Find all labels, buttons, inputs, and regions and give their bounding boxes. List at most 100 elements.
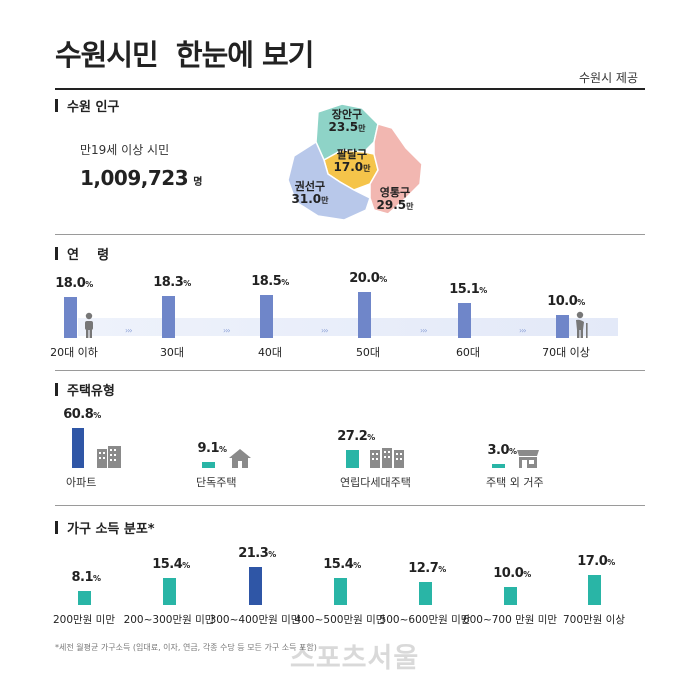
value-unit: % [438,565,446,575]
value-unit: % [367,433,375,443]
value-number: 9.1 [197,441,220,456]
income-category-label: 400~500만원 미만 [294,614,386,626]
housing-value-label: 27.2% [337,429,375,444]
villa-icon [370,448,404,472]
income-value-label: 10.0% [493,566,531,581]
section-title-age: 연 령 [55,244,109,263]
income-bar [504,587,517,605]
section-divider [55,234,645,235]
district-unit: 만 [358,124,366,133]
age-bar [556,315,569,338]
value-number: 27.2 [337,429,368,445]
value-number: 15.4 [152,556,183,572]
district-label: 장안구 23.5만 [329,108,366,135]
chevron-icon: ››› [223,326,231,335]
district-name: 영통구 [379,186,411,199]
section-title-housing: 주택유형 [55,380,115,399]
income-bar [78,590,91,605]
income-category-label: 200~300만원 미만 [123,614,215,626]
district-value: 29.5만 [377,198,414,212]
value-number: 12.7 [408,561,439,577]
age-bar [162,295,175,338]
income-value-label: 12.7% [408,561,446,576]
section-marker [55,521,58,534]
section-label: 수원 인구 [67,100,120,115]
chevron-icon: ››› [125,326,133,335]
district-number: 17.0 [333,160,364,174]
housing-category-label: 주택 외 거주 [486,476,544,489]
district-value: 23.5만 [329,120,366,134]
district-label: 팔달구 17.0만 [334,148,371,175]
value-unit: % [523,570,531,580]
value-unit: % [183,278,191,288]
district-number: 29.5 [376,198,407,212]
chevron-icon: ››› [321,326,329,335]
age-arrow-band [78,318,618,336]
housing-bar [72,428,84,468]
income-value-label: 21.3% [238,546,276,561]
section-label: 주택유형 [67,384,115,399]
value-unit: % [479,286,487,296]
district-label: 권선구 31.0만 [292,180,329,207]
district-name: 팔달구 [336,148,368,161]
value-unit: % [379,275,387,284]
value-unit: % [353,560,361,570]
section-marker [55,99,58,112]
value-unit: % [268,550,276,559]
chevron-icon: ››› [420,326,428,335]
age-category-label: 70대 이상 [542,346,590,359]
value-number: 21.3 [238,546,269,561]
income-category-label: 600~700 만원 미만 [462,614,558,626]
page-title: 수원시민 한눈에 보기 [55,38,314,72]
district-number: 31.0 [291,192,322,206]
value-number: 60.8 [63,407,94,422]
district-map [287,103,423,221]
district-label: 영통구 29.5만 [377,186,414,213]
value-number: 20.0 [349,271,380,286]
store-icon [516,448,540,472]
district-value: 17.0만 [334,160,371,174]
district-name: 권선구 [294,180,326,193]
income-bar [249,567,262,605]
value-number: 18.3 [153,274,184,290]
source-credit: 수원시 제공 [578,71,638,85]
district-value: 31.0만 [292,192,329,206]
age-bar [458,303,471,338]
age-category-label: 20대 이하 [50,346,98,359]
housing-value-label: 3.0% [487,443,517,458]
chevron-icon: ››› [519,326,527,335]
income-category-label: 500~600만원 미만 [379,614,471,626]
district-unit: 만 [321,196,329,205]
value-number: 8.1 [71,569,94,585]
section-title-income: 가구 소득 분포* [55,518,155,537]
value-number: 18.0 [55,275,86,291]
value-number: 18.5 [251,274,282,290]
district-number: 23.5 [328,120,359,134]
age-bar [64,296,77,338]
age-value-label: 18.0% [55,276,93,291]
value-number: 17.0 [577,553,608,569]
value-number: 3.0 [487,443,510,458]
housing-bar [202,462,215,468]
income-bar [419,582,432,605]
population-value: 1,009,723 [80,166,189,190]
value-number: 10.0 [547,294,578,309]
population-caption: 만19세 이상 시민 [80,143,170,157]
age-bar [358,292,371,338]
housing-bar [492,464,505,468]
apartment-icon [96,446,122,472]
population-unit: 명 [193,177,203,188]
elderly-person-icon [574,311,590,342]
age-category-label: 50대 [355,346,381,359]
value-unit: % [93,411,101,420]
income-bar [163,577,176,605]
young-person-icon [83,312,95,342]
district-yeongtong [369,123,423,215]
value-unit: % [85,279,93,289]
value-number: 15.1 [449,282,480,298]
income-category-label: 200만원 미만 [52,614,116,626]
income-category-label: 300~400만원 미만 [209,614,301,626]
section-label: 연 령 [67,248,110,263]
section-title-population: 수원 인구 [55,96,119,115]
age-value-label: 18.5% [251,274,289,289]
